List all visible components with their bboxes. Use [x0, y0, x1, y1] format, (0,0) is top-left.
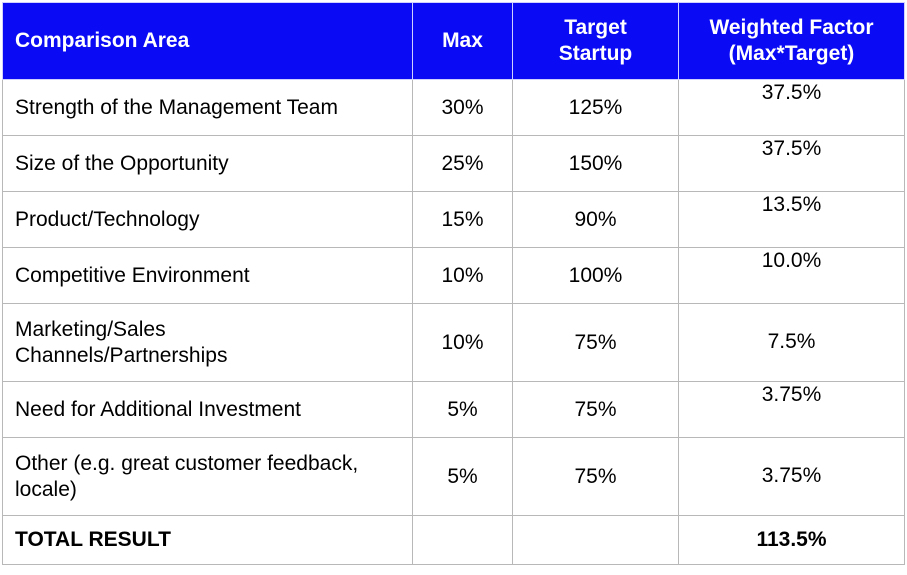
row-area: Other (e.g. great customer feedback, loc… [2, 437, 413, 516]
row-max: 5% [412, 381, 513, 438]
header-weighted-line2: (Max*Target) [728, 42, 855, 65]
row-weighted: 10.0% [678, 247, 905, 304]
header-target-line1: Target [564, 16, 627, 39]
row-area: Size of the Opportunity [2, 135, 413, 192]
total-target-empty [512, 515, 679, 565]
row-max: 25% [412, 135, 513, 192]
row-max: 30% [412, 79, 513, 136]
header-max: Max [412, 2, 513, 80]
header-target-line2: Startup [558, 42, 633, 65]
row-target: 75% [512, 437, 679, 516]
table-row: Competitive Environment 10% 100% 10.0% [2, 247, 905, 304]
total-label: TOTAL RESULT [2, 515, 413, 565]
row-area: Product/Technology [2, 191, 413, 248]
row-weighted: 3.75% [678, 381, 905, 438]
row-area: Need for Additional Investment [2, 381, 413, 438]
row-target: 150% [512, 135, 679, 192]
total-value: 113.5% [678, 515, 905, 565]
header-weighted-line1: Weighted Factor [709, 16, 874, 39]
table-row: Marketing/Sales Channels/Partnerships 10… [2, 303, 905, 382]
header-target-startup: Target Startup [512, 2, 679, 80]
row-max: 10% [412, 303, 513, 382]
table-row: Need for Additional Investment 5% 75% 3.… [2, 381, 905, 438]
row-target: 75% [512, 381, 679, 438]
table-row: Strength of the Management Team 30% 125%… [2, 79, 905, 136]
table-row: Size of the Opportunity 25% 150% 37.5% [2, 135, 905, 192]
header-weighted-factor: Weighted Factor (Max*Target) [678, 2, 905, 80]
row-area-line1: Other (e.g. great customer feedback, [15, 451, 359, 475]
row-max: 10% [412, 247, 513, 304]
row-target: 125% [512, 79, 679, 136]
row-max: 15% [412, 191, 513, 248]
row-area-line2: Channels/Partnerships [15, 343, 228, 367]
row-weighted: 3.75% [678, 437, 905, 516]
row-area-line1: Marketing/Sales [15, 317, 166, 341]
row-area: Competitive Environment [2, 247, 413, 304]
row-weighted: 7.5% [678, 303, 905, 382]
row-weighted: 37.5% [678, 79, 905, 136]
header-row: Comparison Area Max Target Startup Weigh… [2, 2, 905, 80]
row-area-line2: locale) [15, 477, 77, 501]
row-weighted: 13.5% [678, 191, 905, 248]
comparison-scorecard-table: Comparison Area Max Target Startup Weigh… [2, 2, 905, 565]
row-area: Marketing/Sales Channels/Partnerships [2, 303, 413, 382]
header-comparison-area: Comparison Area [2, 2, 413, 80]
table-row: Product/Technology 15% 90% 13.5% [2, 191, 905, 248]
table-row: Other (e.g. great customer feedback, loc… [2, 437, 905, 516]
row-target: 100% [512, 247, 679, 304]
total-row: TOTAL RESULT 113.5% [2, 515, 905, 565]
row-weighted: 37.5% [678, 135, 905, 192]
total-max-empty [412, 515, 513, 565]
row-area: Strength of the Management Team [2, 79, 413, 136]
row-target: 90% [512, 191, 679, 248]
row-target: 75% [512, 303, 679, 382]
row-max: 5% [412, 437, 513, 516]
